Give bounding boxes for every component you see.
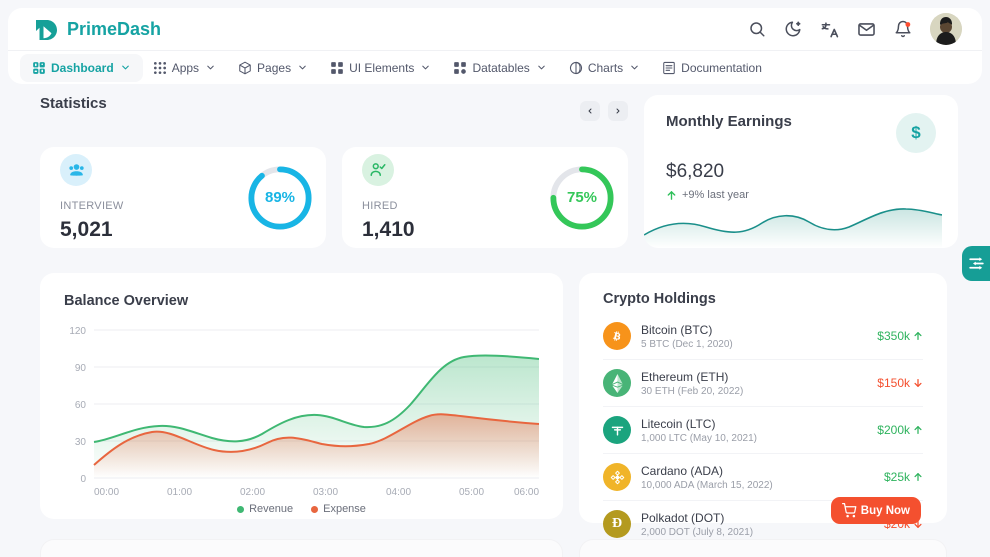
svg-text:03:00: 03:00 — [313, 487, 338, 498]
svg-text:0: 0 — [80, 474, 86, 485]
svg-text:90: 90 — [75, 363, 87, 374]
svg-text:60: 60 — [75, 400, 87, 411]
svg-text:30: 30 — [75, 437, 87, 448]
svg-text:01:00: 01:00 — [167, 487, 192, 498]
svg-text:04:00: 04:00 — [386, 487, 411, 498]
svg-text:06:00: 06:00 — [514, 487, 539, 498]
svg-text:120: 120 — [69, 326, 86, 337]
svg-text:05:00: 05:00 — [459, 487, 484, 498]
svg-text:02:00: 02:00 — [240, 487, 265, 498]
svg-text:00:00: 00:00 — [94, 487, 119, 498]
